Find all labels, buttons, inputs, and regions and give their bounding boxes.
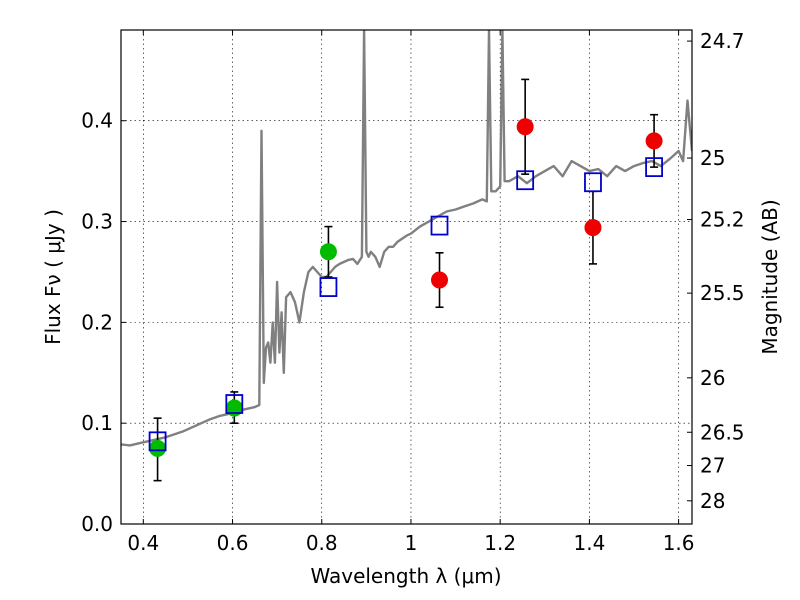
points-layer bbox=[148, 78, 663, 482]
y2-tick-label: 25.5 bbox=[700, 281, 745, 305]
y-tick-label: 0.3 bbox=[81, 210, 113, 234]
x-tick-label: 1.2 bbox=[484, 531, 516, 555]
x-axis-label: Wavelength λ (μm) bbox=[310, 564, 501, 588]
x-tick-label: 1.4 bbox=[573, 531, 605, 555]
x-tick-label: 0.4 bbox=[127, 531, 159, 555]
y2-tick-label: 26.5 bbox=[700, 420, 745, 444]
y2-tick-label: 26 bbox=[700, 366, 725, 390]
y2-axis-label: Magnitude (AB) bbox=[758, 199, 782, 354]
model-square-point bbox=[430, 215, 449, 236]
y2-tick-label: 24.7 bbox=[700, 29, 745, 53]
green-data-point bbox=[149, 439, 167, 457]
y2-tick-label: 25 bbox=[700, 146, 725, 170]
x-tick-label: 1.6 bbox=[663, 531, 695, 555]
x-tick-label: 1 bbox=[405, 531, 418, 555]
spectrum-line bbox=[121, 30, 692, 447]
x-tick-label: 0.6 bbox=[217, 531, 249, 555]
model-square-point bbox=[225, 394, 244, 414]
red-data-point bbox=[645, 132, 663, 150]
red-data-point bbox=[431, 271, 449, 289]
model-square-point bbox=[148, 431, 167, 452]
spectrum-layer bbox=[121, 30, 692, 447]
plot-frame bbox=[120, 29, 693, 525]
model-square-point bbox=[584, 172, 602, 193]
ticks-layer: 0.4 0.6 0.8 1 1.2 1.4 1.6 0.0 0.1 0.2 0.3 0.4 24.7 25… bbox=[81, 29, 744, 555]
green-data-point bbox=[319, 243, 337, 261]
grid bbox=[121, 30, 692, 524]
y-tick-label: 0.4 bbox=[81, 109, 113, 133]
red-data-point bbox=[584, 219, 602, 237]
y-tick-label: 0.1 bbox=[81, 411, 113, 435]
y2-tick-label: 28 bbox=[700, 489, 725, 513]
model-square-point bbox=[319, 277, 338, 297]
red-data-point bbox=[516, 118, 534, 136]
model-square-point bbox=[516, 170, 535, 191]
x-tick-label: 0.8 bbox=[306, 531, 338, 555]
y2-tick-label: 27 bbox=[700, 454, 725, 478]
y-tick-label: 0.2 bbox=[81, 310, 113, 334]
y2-tick-label: 25.2 bbox=[700, 208, 745, 232]
model-square-point bbox=[645, 157, 663, 178]
y-tick-label: 0.0 bbox=[81, 512, 113, 536]
y-axis-label: Flux Fν ( μJy ) bbox=[41, 209, 65, 345]
